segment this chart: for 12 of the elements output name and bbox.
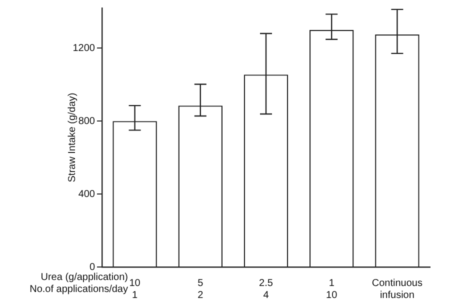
x-tick-label: Continuous infusion [372, 278, 422, 301]
text: Urea (g/application) [40, 272, 128, 283]
y-tick-label: 0 [89, 262, 96, 273]
x-tick-label: 1 10 [326, 278, 338, 301]
x-tick-label: 10 1 [129, 278, 141, 301]
y-tick-label: 400 [78, 188, 96, 200]
x-tick-label: 2.5 4 [259, 278, 274, 301]
y-tick-label: 800 [78, 116, 96, 127]
y-tick-label: 1200 [72, 42, 96, 54]
x-tick-label: 5 2 [198, 278, 204, 301]
text: No.of applications/day [30, 284, 128, 295]
y-axis-title: Straw Intake (g/day) [66, 92, 78, 182]
